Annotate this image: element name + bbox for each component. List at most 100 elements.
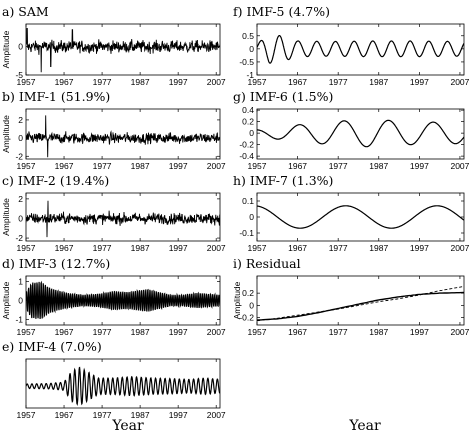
- x-tick-label: 1977: [93, 243, 112, 253]
- x-tick-label: 1957: [17, 161, 36, 171]
- series-line: [26, 115, 220, 158]
- x-tick-label: 2007: [207, 243, 226, 253]
- x-tick-label: 1997: [169, 327, 188, 337]
- panel-title: i) Residual: [233, 256, 301, 271]
- x-tick-label: 1987: [369, 327, 388, 337]
- plot-area: [26, 366, 220, 407]
- panels: a) SAM Amplitude 1957 1967 1977 1987 1997 2007 -…: [1, 4, 470, 420]
- x-tick-label: 1987: [131, 77, 150, 87]
- series-line: [257, 35, 464, 64]
- series-line: [26, 280, 220, 320]
- plot-area: [26, 28, 220, 73]
- x-tick-label: 1967: [55, 161, 74, 171]
- x-tick-label: 2007: [207, 410, 226, 420]
- x-tick-label: 1987: [131, 161, 150, 171]
- plot-area: [26, 115, 220, 158]
- x-tick-label: 1977: [93, 77, 112, 87]
- plot-frame: [256, 275, 465, 326]
- y-tick-label: -1: [15, 314, 23, 324]
- panel-title: a) SAM: [2, 4, 49, 19]
- panel-f: f) IMF-5 (4.7%) 1957 1967 1977 1987 1997 2007 -…: [233, 4, 470, 87]
- y-axis-label: Amplitude: [1, 198, 11, 236]
- x-tick-label: 1957: [248, 77, 267, 87]
- panel-title: b) IMF-1 (51.9%): [2, 89, 110, 104]
- x-tick-label: 1957: [17, 410, 36, 420]
- x-tick-label: 2007: [450, 77, 469, 87]
- panel-title: g) IMF-6 (1.5%): [233, 89, 333, 104]
- x-tick-label: 1997: [410, 327, 429, 337]
- panel-title: d) IMF-3 (12.7%): [2, 256, 110, 271]
- x-tick-label: 1997: [169, 410, 188, 420]
- y-tick-label: -2: [15, 151, 23, 161]
- panel-g: g) IMF-6 (1.5%) 1957 1967 1977 1987 1997 2007 -…: [233, 89, 470, 171]
- x-tick-label: 1997: [169, 243, 188, 253]
- x-tick-label: 1987: [131, 327, 150, 337]
- series-line: [26, 200, 220, 238]
- series-line-dashed: [257, 285, 464, 322]
- plot-area: [257, 285, 464, 322]
- plot-area: [26, 280, 220, 320]
- y-tick-label: -2: [15, 233, 23, 243]
- x-tick-label: 1957: [248, 161, 267, 171]
- y-tick-label: -0.2: [239, 313, 254, 323]
- x-tick-label: 1997: [410, 243, 429, 253]
- panel-h: h) IMF-7 (1.3%) 1957 1967 1977 1987 1997 2007 -…: [233, 173, 470, 253]
- y-tick-label: -1: [246, 70, 254, 80]
- y-tick-label: 0.2: [242, 288, 254, 298]
- x-tick-label: 1987: [131, 410, 150, 420]
- y-tick-label: -0.4: [239, 151, 254, 161]
- panel-title: c) IMF-2 (19.4%): [2, 173, 109, 188]
- x-tick-label: 1997: [169, 77, 188, 87]
- x-tick-label: 1977: [93, 410, 112, 420]
- panel-e: e) IMF-4 (7.0%) 1957 1967 1977 1987 1997 2007: [2, 339, 226, 420]
- y-tick-label: 0.4: [242, 105, 254, 115]
- x-tick-label: 1967: [288, 327, 307, 337]
- panel-c: c) IMF-2 (19.4%) Amplitude 1957 1967 1977 198…: [1, 173, 226, 253]
- x-tick-label: 1967: [288, 77, 307, 87]
- plot-frame: [25, 358, 221, 409]
- panel-i: i) Residual Amplitude 1957 1967 1977 1987 1997…: [232, 256, 470, 337]
- y-tick-label: 0: [18, 42, 23, 52]
- y-tick-label: 0: [249, 44, 254, 54]
- x-axis-label-right: Year: [348, 418, 381, 434]
- x-tick-label: 2007: [207, 161, 226, 171]
- x-tick-label: 1977: [329, 161, 348, 171]
- y-tick-label: -0.5: [239, 57, 254, 67]
- x-tick-label: 1977: [329, 327, 348, 337]
- x-tick-label: 2007: [450, 161, 469, 171]
- x-tick-label: 1967: [55, 77, 74, 87]
- panel-title: h) IMF-7 (1.3%): [233, 173, 333, 188]
- x-tick-label: 2007: [450, 243, 469, 253]
- plot-frame: [25, 23, 221, 76]
- plot-frame: [256, 23, 465, 76]
- x-tick-label: 1957: [17, 243, 36, 253]
- x-tick-label: 1967: [288, 243, 307, 253]
- x-tick-label: 1967: [55, 327, 74, 337]
- x-tick-label: 1997: [169, 161, 188, 171]
- y-tick-label: 0: [18, 213, 23, 223]
- y-tick-label: 0.2: [242, 117, 254, 127]
- x-tick-label: 1967: [55, 410, 74, 420]
- y-tick-label: 0: [18, 133, 23, 143]
- plot-frame: [25, 192, 221, 242]
- x-tick-label: 1987: [369, 161, 388, 171]
- panel-d: d) IMF-3 (12.7%) Amplitude 1957 1967 1977 198…: [1, 256, 226, 337]
- y-tick-label: 0: [249, 212, 254, 222]
- x-tick-label: 1977: [93, 161, 112, 171]
- series-line: [26, 366, 220, 407]
- y-tick-label: -0.2: [239, 140, 254, 150]
- series-line: [257, 205, 464, 229]
- plot-area: [257, 119, 464, 148]
- x-tick-label: 2007: [207, 327, 226, 337]
- x-tick-label: 1957: [248, 327, 267, 337]
- x-tick-label: 2007: [450, 327, 469, 337]
- y-tick-label: 2: [18, 194, 23, 204]
- plot-frame: [256, 192, 465, 242]
- y-tick-label: -5: [15, 70, 23, 80]
- y-tick-label: 0: [249, 300, 254, 310]
- plot-frame: [25, 108, 221, 160]
- x-tick-label: 1997: [410, 77, 429, 87]
- x-tick-label: 1957: [17, 77, 36, 87]
- plot-area: [257, 205, 464, 229]
